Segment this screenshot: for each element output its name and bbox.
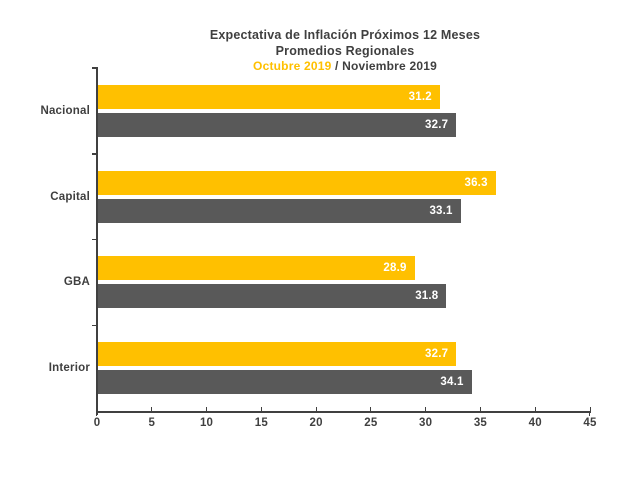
bar-octubre-interior: 32.7 xyxy=(98,342,457,367)
bar-noviembre-gba: 31.8 xyxy=(98,284,447,309)
category-label-nacional: Nacional xyxy=(40,104,90,117)
y-axis-tick-0 xyxy=(92,67,97,69)
y-axis-tick-2 xyxy=(92,238,97,241)
x-axis-tick-label-10: 10 xyxy=(199,417,214,429)
x-axis-tick-30 xyxy=(425,407,427,411)
x-axis-tick-15 xyxy=(260,407,262,411)
chart-legend-line: Octubre 2019 / Noviembre 2019 xyxy=(75,59,615,74)
bar-value-label: 31.8 xyxy=(415,290,439,303)
category-label-capital: Capital xyxy=(50,190,90,203)
title-block: Expectativa de Inflación Próximos 12 Mes… xyxy=(75,27,615,74)
x-axis-tick-40 xyxy=(534,407,536,411)
x-axis-tick-35 xyxy=(479,407,481,411)
x-axis-tick-label-45: 45 xyxy=(583,417,597,429)
legend-separator: / xyxy=(331,59,343,73)
chart-subtitle: Promedios Regionales xyxy=(275,44,415,58)
x-axis-tick-label-25: 25 xyxy=(364,417,378,429)
x-axis-tick-label-20: 20 xyxy=(309,417,323,429)
legend-noviembre: Noviembre 2019 xyxy=(342,59,437,73)
bar-value-label: 31.2 xyxy=(408,90,432,103)
x-axis-tick-5 xyxy=(151,407,153,411)
x-axis-line xyxy=(96,411,591,413)
x-axis-tick-label-30: 30 xyxy=(419,417,433,429)
bar-noviembre-interior: 34.1 xyxy=(98,370,472,395)
y-axis-tick-3 xyxy=(92,324,97,326)
x-axis-tick-label-15: 15 xyxy=(254,417,268,429)
category-label-gba: GBA xyxy=(63,276,90,289)
x-axis-tick-label-35: 35 xyxy=(473,417,488,429)
bar-value-label: 34.1 xyxy=(440,376,464,389)
x-axis-tick-10 xyxy=(206,407,208,411)
x-axis-tick-25 xyxy=(370,407,372,411)
x-axis-tick-label-40: 40 xyxy=(528,417,542,429)
chart-title: Expectativa de Inflación Próximos 12 Mes… xyxy=(209,28,481,42)
legend-octubre: Octubre 2019 xyxy=(253,59,332,73)
x-axis-tick-45 xyxy=(589,407,591,411)
x-axis-tick-label-5: 5 xyxy=(148,417,156,429)
y-axis-tick-1 xyxy=(92,153,97,155)
bar-value-label: 32.7 xyxy=(425,348,449,361)
x-axis-tick-0 xyxy=(96,407,98,411)
bar-noviembre-capital: 33.1 xyxy=(98,198,461,223)
bar-value-label: 33.1 xyxy=(429,204,453,217)
bar-value-label: 36.3 xyxy=(464,176,488,189)
y-axis-bottom-tick xyxy=(96,412,97,416)
bar-octubre-capital: 36.3 xyxy=(98,170,496,195)
category-label-interior: Interior xyxy=(48,362,90,375)
bar-value-label: 32.7 xyxy=(425,118,449,131)
x-axis-end-tick xyxy=(589,412,590,416)
y-axis-line xyxy=(96,67,98,415)
x-axis-tick-20 xyxy=(315,407,317,411)
x-axis-tick-label-0: 0 xyxy=(93,417,101,429)
bar-noviembre-nacional: 32.7 xyxy=(98,112,457,137)
bar-value-label: 28.9 xyxy=(383,262,407,275)
bar-octubre-nacional: 31.2 xyxy=(98,84,440,109)
bar-octubre-gba: 28.9 xyxy=(98,256,415,281)
